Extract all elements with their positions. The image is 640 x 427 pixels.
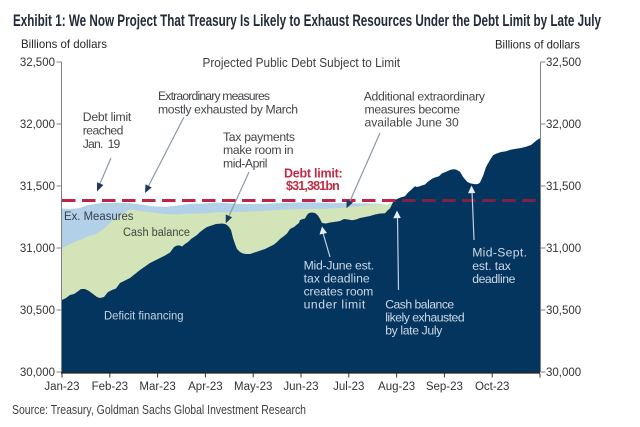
svg-text:$31,381bn: $31,381bn xyxy=(286,179,340,193)
svg-text:32,500: 32,500 xyxy=(546,57,581,69)
svg-text:30,000: 30,000 xyxy=(546,367,581,379)
svg-text:30,500: 30,500 xyxy=(20,305,55,317)
svg-text:measures become: measures become xyxy=(365,103,461,117)
svg-text:31,000: 31,000 xyxy=(546,243,581,255)
svg-text:Ex. Measures: Ex. Measures xyxy=(64,211,134,223)
svg-text:Jan-23: Jan-23 xyxy=(44,381,79,393)
svg-text:Sep-23: Sep-23 xyxy=(426,381,463,393)
svg-text:Billions of dollars: Billions of dollars xyxy=(21,37,107,51)
svg-text:31,500: 31,500 xyxy=(546,181,581,193)
svg-text:Feb-23: Feb-23 xyxy=(92,381,128,393)
svg-text:30,000: 30,000 xyxy=(20,367,55,379)
svg-text:Deficit financing: Deficit financing xyxy=(104,309,184,323)
svg-text:Jan. 19: Jan. 19 xyxy=(83,137,121,151)
svg-text:mid-April: mid-April xyxy=(223,157,268,171)
svg-text:31,500: 31,500 xyxy=(20,181,55,193)
svg-text:by late July: by late July xyxy=(385,324,443,338)
svg-text:deadline: deadline xyxy=(472,272,515,286)
svg-text:Debt limit: Debt limit xyxy=(83,110,132,124)
svg-text:Projected Public Debt Subject: Projected Public Debt Subject to Limit xyxy=(203,56,401,70)
svg-text:Mid-Sept.: Mid-Sept. xyxy=(472,246,527,260)
svg-text:32,000: 32,000 xyxy=(546,119,581,131)
svg-text:Mid-June est.: Mid-June est. xyxy=(304,259,374,273)
svg-text:Jul-23: Jul-23 xyxy=(333,381,364,393)
svg-text:Extraordinary measures: Extraordinary measures xyxy=(158,89,270,103)
svg-text:Jun-23: Jun-23 xyxy=(283,381,318,393)
svg-text:Aug-23: Aug-23 xyxy=(378,381,415,393)
svg-text:Tax payments: Tax payments xyxy=(223,130,295,144)
svg-text:est. tax: est. tax xyxy=(472,259,511,273)
svg-text:Oct-23: Oct-23 xyxy=(475,381,510,393)
svg-text:May-23: May-23 xyxy=(234,381,272,393)
svg-text:make room in: make room in xyxy=(223,143,294,157)
svg-text:mostly exhausted by March: mostly exhausted by March xyxy=(158,103,298,117)
svg-text:available June 30: available June 30 xyxy=(365,116,460,130)
svg-text:Debt limit:: Debt limit: xyxy=(284,166,343,180)
svg-text:30,500: 30,500 xyxy=(546,305,581,317)
svg-text:Exhibit 1: We Now Project That: Exhibit 1: We Now Project That Treasury … xyxy=(13,11,601,30)
svg-text:creates room: creates room xyxy=(304,285,374,299)
svg-text:Cash balance: Cash balance xyxy=(123,227,190,239)
svg-text:Apr-23: Apr-23 xyxy=(188,381,223,393)
svg-text:Mar-23: Mar-23 xyxy=(139,381,175,393)
svg-text:reached: reached xyxy=(83,124,124,138)
svg-text:Billions of dollars: Billions of dollars xyxy=(495,38,580,52)
svg-text:tax deadline: tax deadline xyxy=(304,272,370,286)
svg-text:31,000: 31,000 xyxy=(20,243,55,255)
svg-text:Cash balance: Cash balance xyxy=(385,298,454,312)
svg-text:Additional extraordinary: Additional extraordinary xyxy=(364,90,486,104)
svg-text:32,500: 32,500 xyxy=(20,57,55,69)
svg-text:32,000: 32,000 xyxy=(20,119,55,131)
svg-text:likely exhausted: likely exhausted xyxy=(385,311,464,325)
svg-text:under limit: under limit xyxy=(304,298,366,312)
svg-text:Source: Treasury, Goldman Sach: Source: Treasury, Goldman Sachs Global I… xyxy=(12,402,306,417)
